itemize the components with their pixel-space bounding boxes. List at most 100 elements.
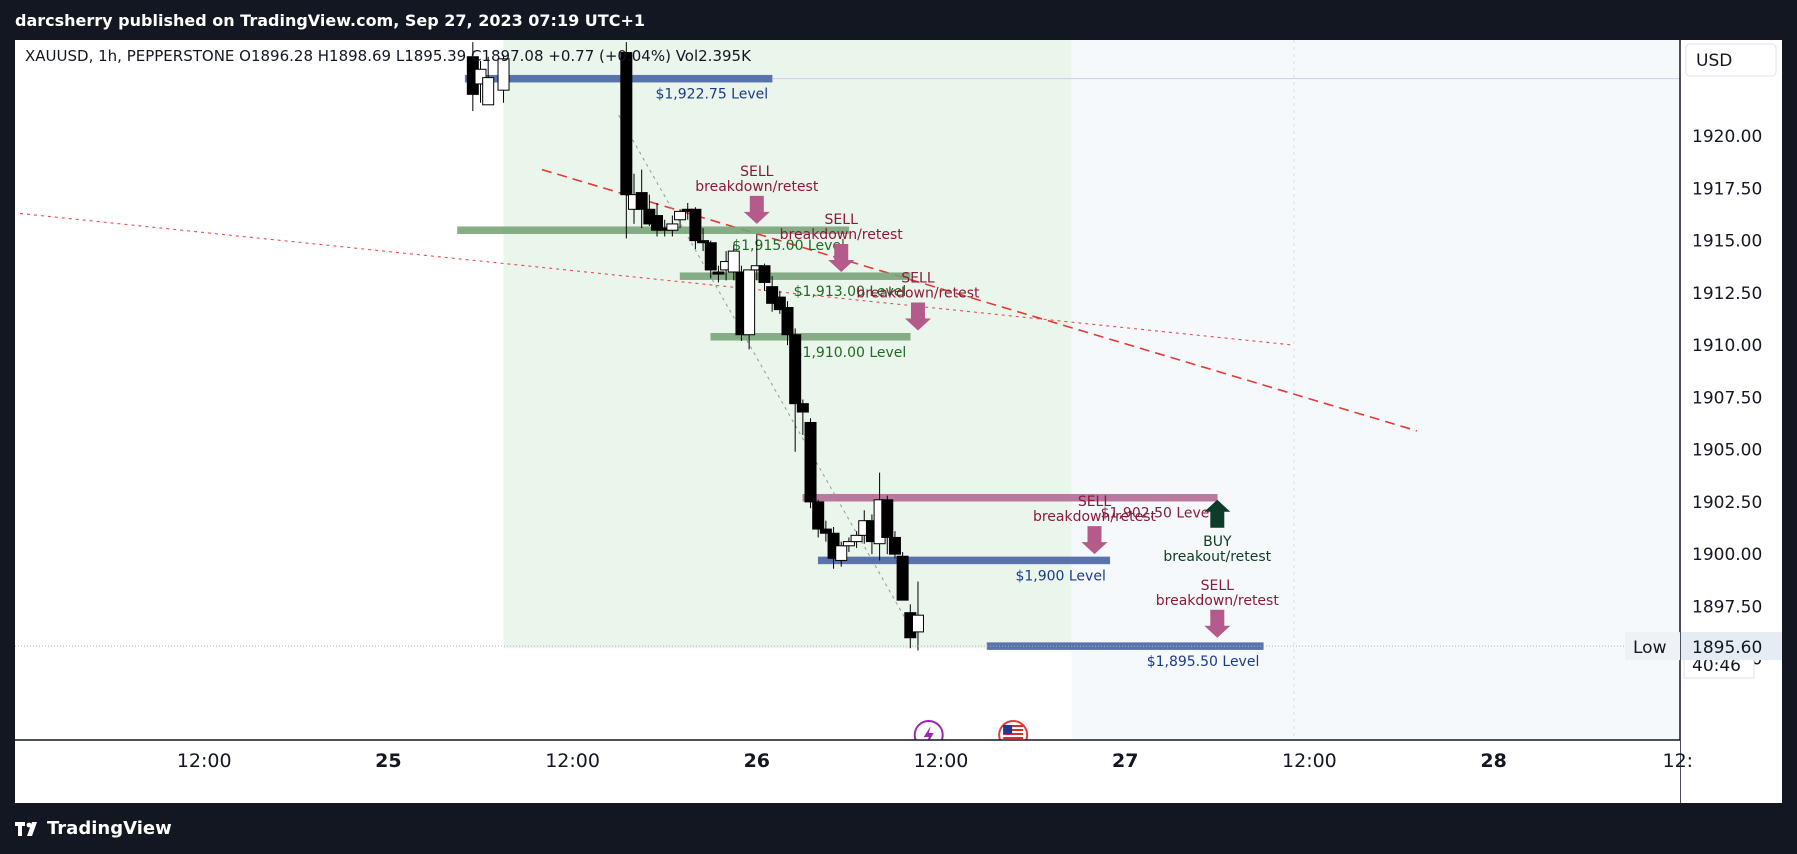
sell-arrow-icon — [828, 244, 855, 272]
flag-stripe — [1003, 737, 1024, 739]
candle[interactable] — [888, 531, 901, 559]
candle-body — [474, 68, 487, 85]
candle-body — [497, 58, 510, 91]
candle[interactable] — [651, 203, 664, 237]
footer: TradingView — [0, 803, 1797, 854]
price-tick-label: 1905.00 — [1692, 441, 1762, 461]
candle[interactable] — [704, 240, 717, 279]
candle[interactable] — [850, 531, 863, 548]
time-tick-label: 12:00 — [177, 750, 232, 772]
candle-body — [789, 334, 802, 405]
candle[interactable] — [712, 265, 725, 283]
publish-header: darcsherry published on TradingView.com,… — [0, 0, 1797, 40]
countdown-text: 40:46 — [1692, 656, 1741, 676]
candle[interactable] — [812, 499, 825, 538]
candle[interactable] — [842, 537, 855, 553]
low-label: Low — [1633, 638, 1667, 658]
candle[interactable] — [497, 54, 510, 103]
flag-canton — [1003, 725, 1013, 734]
annotation-action: SELL — [901, 271, 935, 287]
level-label: $1,900 Level — [1015, 568, 1105, 584]
price-tick-label: 1910.00 — [1692, 336, 1762, 356]
currency-button[interactable]: USD — [1685, 43, 1777, 77]
candle[interactable] — [482, 56, 495, 106]
candle-body — [796, 403, 809, 413]
candle-body — [812, 501, 825, 530]
candle-body — [766, 286, 779, 304]
candle-body — [911, 614, 924, 633]
candle-body — [727, 250, 740, 273]
candle[interactable] — [911, 581, 924, 651]
annotation-setup: breakdown/retest — [1033, 509, 1157, 525]
level-line[interactable] — [817, 556, 1111, 565]
candle[interactable] — [674, 209, 687, 229]
price-tick-label: 1920.00 — [1692, 127, 1762, 147]
price-tick-label: 1915.00 — [1692, 232, 1762, 252]
sell-arrow-icon — [1081, 526, 1108, 555]
annotation-setup: breakdown/retest — [695, 179, 819, 195]
price-tick-label: 1912.50 — [1692, 284, 1762, 304]
buy-arrow-icon — [1204, 499, 1231, 528]
candle-body — [896, 555, 909, 601]
candle[interactable] — [781, 301, 794, 346]
price-tick-label: 1917.50 — [1692, 179, 1762, 199]
currency-label: USD — [1696, 51, 1732, 71]
candle[interactable] — [620, 42, 633, 239]
level-line[interactable] — [679, 272, 911, 280]
tradingview-logo[interactable]: TradingView — [15, 818, 172, 839]
low-value-bg — [1681, 632, 1782, 661]
candle[interactable] — [727, 244, 740, 281]
candle[interactable] — [689, 207, 702, 250]
chart-frame[interactable]: $1,922.75 Level $1,915.00 Level $1,913.00 … — [15, 40, 1782, 803]
sell-arrow-icon — [1204, 609, 1231, 638]
candle-body — [651, 215, 664, 231]
price-tick-label: 1897.50 — [1692, 597, 1762, 617]
candle[interactable] — [804, 418, 817, 509]
level-label: $1,922.75 Level — [655, 87, 768, 103]
candle[interactable] — [743, 269, 756, 350]
candle[interactable] — [896, 552, 909, 601]
price-tick-label: 1907.50 — [1692, 388, 1762, 408]
level-line[interactable] — [802, 493, 1218, 502]
time-tick-label: 25 — [375, 750, 401, 772]
price-tick-label: 1902.50 — [1692, 493, 1762, 513]
candle-body — [842, 541, 855, 547]
annotation-setup: breakdown/retest — [1156, 593, 1280, 609]
candle[interactable] — [819, 520, 832, 542]
candle[interactable] — [474, 60, 487, 103]
candle[interactable] — [766, 276, 779, 312]
candle[interactable] — [881, 495, 894, 555]
candle-body — [697, 240, 710, 244]
candle-body — [689, 208, 702, 242]
candle[interactable] — [635, 169, 648, 229]
time-axis-bg — [15, 740, 1680, 803]
flag-stripe — [1003, 733, 1024, 735]
candle-body — [888, 536, 901, 555]
candlestick-chart[interactable]: $1,922.75 Level $1,915.00 Level $1,913.00 … — [15, 40, 1782, 803]
sell-arrow-icon — [904, 302, 931, 331]
candle[interactable] — [796, 399, 809, 436]
candle[interactable] — [835, 541, 848, 567]
candle[interactable] — [697, 228, 710, 252]
level-line[interactable] — [710, 333, 911, 341]
candle-body — [666, 223, 679, 231]
candle[interactable] — [758, 263, 771, 291]
candle[interactable] — [789, 328, 802, 452]
candle[interactable] — [666, 215, 679, 237]
currency-button-bg — [1685, 43, 1777, 77]
candle-body — [704, 242, 717, 271]
tradingview-logo-icon — [15, 821, 37, 836]
annotation-action: BUY — [1203, 534, 1232, 550]
level-label: $1,913.00 Level — [794, 284, 907, 300]
level-line[interactable] — [464, 74, 773, 83]
candle[interactable] — [773, 290, 786, 314]
time-tick-label: 12:00 — [545, 750, 600, 772]
annotation-action: SELL — [1201, 578, 1235, 594]
candle-body — [620, 52, 633, 196]
